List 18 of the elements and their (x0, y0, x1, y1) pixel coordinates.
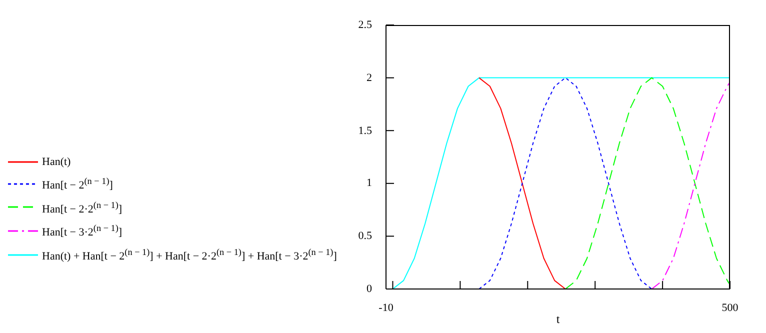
line-series (478, 77, 652, 289)
line-series (564, 77, 730, 289)
y-tick-label: 1 (366, 176, 372, 190)
x-tick-label: -10 (378, 302, 394, 314)
x-axis-title: t (556, 312, 560, 326)
y-tick-label: 1.5 (357, 124, 372, 138)
line-series (478, 77, 566, 289)
legend-label: Han(t) (42, 156, 71, 168)
y-tick-label: 2.5 (357, 18, 372, 32)
legend-label: Han[t − 2$^{(n − 1)}$] (42, 176, 113, 192)
legend-label: Han(t) + Han[t − 2$^{(n − 1)}$] + Han[t − 2·2$^{(n − 1)}$] + Han[t − 3·2$^{(n − 1)}$] (42, 246, 337, 263)
legend-label: Han[t − 2·2$^{(n − 1)}$] (42, 200, 122, 216)
legend-label: Han[t − 3·2$^{(n − 1)}$] (42, 223, 122, 239)
y-tick-label: 0.5 (357, 229, 372, 244)
y-tick-label: 0 (366, 282, 372, 296)
line-series (651, 82, 730, 289)
x-tick-label: 500 (722, 302, 739, 314)
y-tick-label: 2 (366, 70, 372, 85)
